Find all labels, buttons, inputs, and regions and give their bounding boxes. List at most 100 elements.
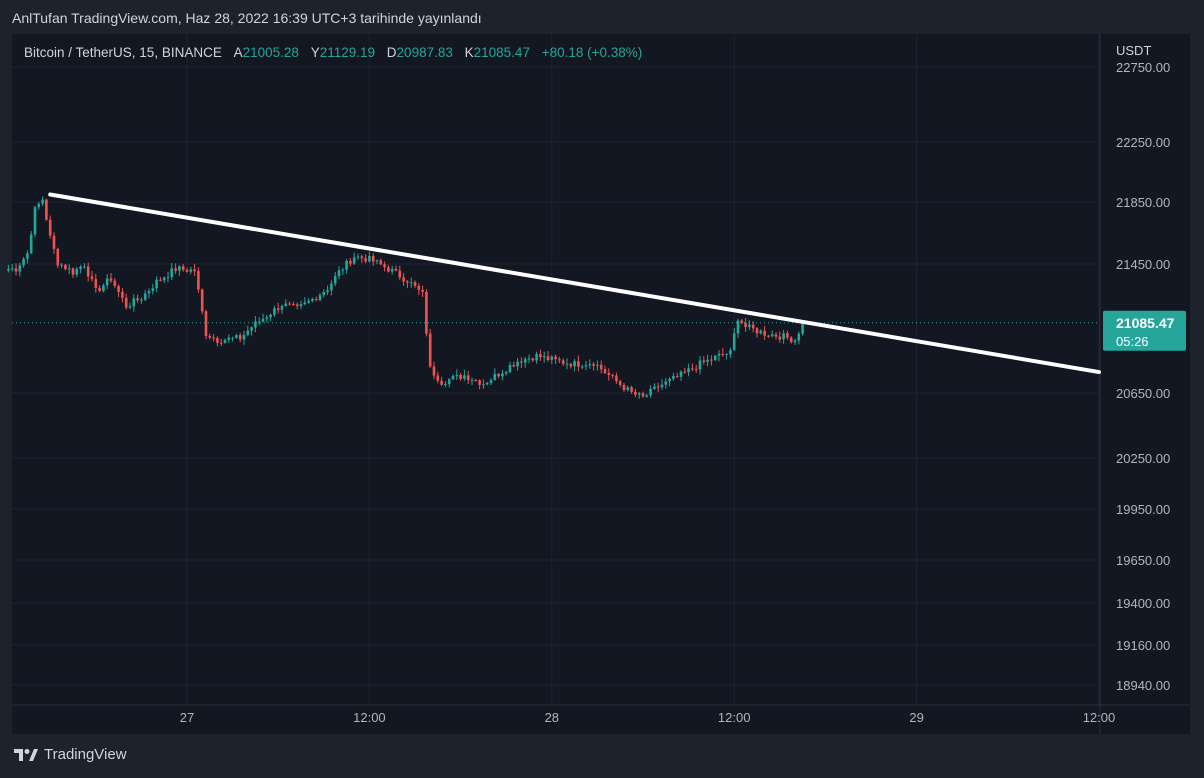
- open-value: 21005.28: [242, 45, 299, 60]
- candle: [725, 353, 728, 360]
- price-tick-label: 22750.00: [1116, 60, 1170, 75]
- candle: [311, 297, 314, 303]
- candle: [64, 263, 67, 271]
- candle: [455, 369, 459, 380]
- candle: [288, 301, 291, 306]
- candle: [580, 364, 584, 370]
- candle: [193, 263, 196, 276]
- candle: [375, 259, 379, 265]
- candle: [337, 265, 341, 280]
- candle: [254, 315, 257, 333]
- candle: [744, 318, 747, 332]
- candle: [250, 326, 253, 336]
- candle: [273, 305, 276, 317]
- trendline[interactable]: [48, 192, 1101, 375]
- candle: [748, 319, 751, 331]
- candle: [489, 378, 493, 386]
- candle: [83, 263, 86, 269]
- price-axis[interactable]: 22750.00 22250.00 21850.00 21450.00 20650.00…: [1116, 60, 1170, 693]
- candle: [512, 361, 516, 368]
- candle: [774, 332, 778, 340]
- candle: [466, 371, 470, 384]
- candle: [501, 369, 504, 381]
- candle: [459, 372, 462, 381]
- candle: [333, 272, 337, 287]
- close-value: 21085.47: [473, 45, 530, 60]
- candle: [330, 280, 333, 296]
- price-tick-label: 20650.00: [1116, 386, 1170, 401]
- candle: [691, 363, 694, 372]
- price-unit-label: USDT: [1116, 43, 1151, 58]
- high-value: 21129.19: [319, 45, 376, 60]
- candle: [463, 369, 466, 381]
- candle: [759, 329, 763, 335]
- candle: [425, 289, 428, 337]
- symbol-legend[interactable]: Bitcoin / TetherUS, 15, BINANCE A21005.2…: [24, 45, 642, 60]
- candle: [117, 284, 120, 298]
- candle: [478, 379, 481, 390]
- candle: [121, 288, 124, 303]
- chart-frame[interactable]: [12, 34, 1190, 734]
- candle: [98, 285, 101, 293]
- low-value: 20987.83: [396, 45, 453, 60]
- candle: [303, 297, 307, 306]
- price-tick-label: 20250.00: [1116, 451, 1170, 466]
- candle: [102, 283, 105, 293]
- candle: [660, 379, 664, 390]
- candle: [584, 361, 588, 370]
- close-key: K: [464, 45, 474, 60]
- candle: [497, 373, 500, 379]
- candle: [588, 359, 592, 369]
- candle: [626, 385, 630, 392]
- candle: [132, 294, 136, 312]
- candle: [546, 350, 550, 362]
- candle: [41, 196, 44, 207]
- candle: [615, 372, 618, 384]
- candle: [307, 298, 310, 304]
- candle: [482, 379, 485, 389]
- candle: [185, 267, 189, 273]
- candle: [90, 271, 94, 282]
- candle: [208, 333, 212, 340]
- candle: [276, 302, 280, 314]
- candle: [786, 330, 789, 340]
- candle: [596, 360, 599, 371]
- candle: [710, 355, 713, 366]
- candle: [797, 331, 801, 345]
- candle: [356, 253, 360, 260]
- candle: [736, 318, 740, 339]
- candle: [451, 374, 455, 381]
- candle: [504, 370, 508, 376]
- candle: [26, 250, 29, 264]
- candle: [109, 272, 113, 283]
- time-tick-label: 12:00: [353, 710, 386, 725]
- candles: [7, 196, 804, 399]
- candle: [322, 289, 326, 298]
- candle: [542, 351, 546, 363]
- tradingview-logo[interactable]: TradingView: [14, 746, 127, 763]
- candle: [18, 262, 22, 277]
- time-axis[interactable]: 27 12:00 28 12:00 29 12:00: [180, 710, 1116, 725]
- candle: [231, 336, 234, 342]
- candle: [151, 283, 155, 295]
- candle: [687, 363, 690, 377]
- price-tick-label: 18940.00: [1116, 678, 1170, 693]
- candle: [508, 361, 512, 374]
- candle: [573, 358, 576, 372]
- candle: [71, 267, 75, 278]
- candle: [664, 378, 668, 389]
- candle: [801, 322, 804, 336]
- candle: [630, 385, 633, 394]
- candle: [75, 266, 79, 278]
- candle: [755, 327, 759, 338]
- candle: [14, 263, 18, 276]
- candle: [383, 261, 386, 272]
- candle: [470, 377, 474, 385]
- candle: [284, 299, 288, 307]
- candle: [94, 273, 98, 293]
- candle: [352, 252, 356, 265]
- candle: [10, 264, 14, 272]
- candle: [56, 247, 60, 269]
- candle: [565, 358, 569, 370]
